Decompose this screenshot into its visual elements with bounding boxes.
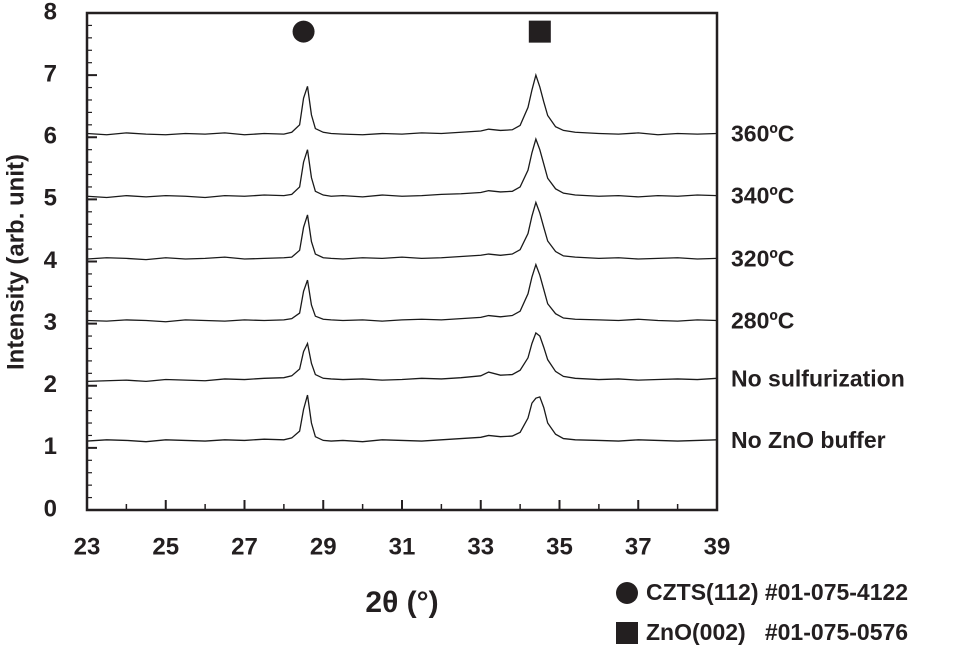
x-tick-label: 37 [625, 533, 652, 560]
y-tick-label: 5 [44, 185, 57, 212]
y-axis-label: Intensity (arb. unit) [2, 154, 29, 370]
y-tick-label: 4 [44, 247, 58, 274]
legend-label: ZnO(002) #01-075-0576 [646, 619, 908, 645]
y-tick-label: 1 [44, 433, 57, 460]
x-tick-label: 39 [704, 533, 731, 560]
x-tick-label: 29 [310, 533, 337, 560]
series-label: 340ºC [731, 183, 794, 209]
series-label: 280ºC [731, 308, 794, 334]
series-label: 320ºC [731, 245, 794, 271]
series-label: No sulfurization [731, 365, 905, 391]
series-line [86, 331, 718, 383]
series-line [86, 72, 718, 136]
y-tick-label: 0 [44, 495, 57, 522]
x-axis-label: 2θ (°) [365, 586, 438, 619]
x-tick-label: 33 [467, 533, 494, 560]
series-line [86, 200, 718, 261]
plot-frame [85, 11, 719, 512]
series-label: No ZnO buffer [731, 427, 886, 453]
x-tick-label: 31 [389, 533, 416, 560]
y-tick-label: 6 [44, 123, 57, 150]
legend-symbol [616, 582, 638, 604]
legend-symbol [616, 622, 638, 644]
x-tick-label: 23 [74, 533, 101, 560]
y-tick-label: 2 [44, 371, 57, 398]
x-tick-label: 25 [152, 533, 179, 560]
peak-marker [292, 20, 315, 43]
series-line [86, 394, 718, 443]
peak-marker [528, 20, 551, 43]
series-label: 360ºC [731, 121, 794, 147]
legend-label: CZTS(112) #01-075-4122 [646, 579, 908, 605]
y-tick-label: 7 [44, 60, 57, 87]
series-line [86, 137, 718, 199]
series-line [86, 262, 718, 323]
y-tick-label: 8 [44, 0, 57, 25]
y-tick-label: 3 [44, 309, 57, 336]
x-tick-label: 27 [231, 533, 258, 560]
x-tick-label: 35 [546, 533, 573, 560]
